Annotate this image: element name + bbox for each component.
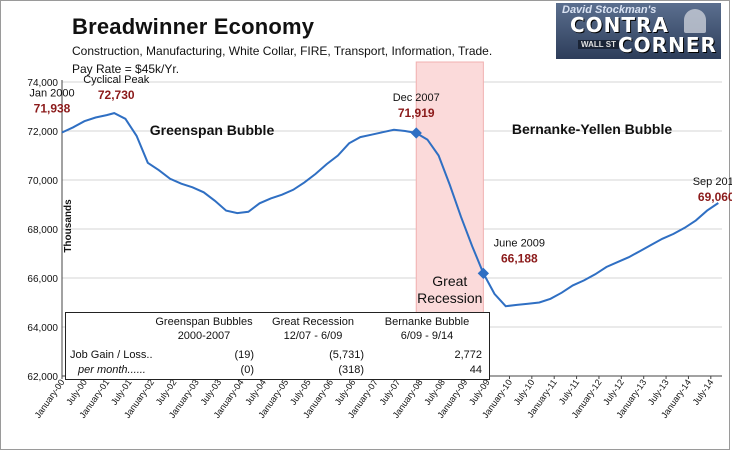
cell-per-month-greenspan: (0) xyxy=(240,364,254,376)
recession-label-line1: Great xyxy=(432,273,467,289)
annotation-label: Sep 2014 xyxy=(693,176,732,188)
pay-rate-note: Pay Rate = $45k/Yr. xyxy=(72,62,180,76)
row-label-job-gain: Job Gain / Loss.. xyxy=(70,349,153,361)
region-label: Greenspan Bubble xyxy=(150,122,275,138)
y-tick-label: 70,000 xyxy=(27,176,58,187)
y-tick-label: 74,000 xyxy=(27,78,58,89)
y-tick-label: 68,000 xyxy=(27,225,58,236)
annotation-value: 71,919 xyxy=(398,106,435,120)
annotation-label: June 2009 xyxy=(494,237,545,249)
x-tick-label: July-14 xyxy=(691,377,716,407)
chart-title: Breadwinner Economy xyxy=(72,14,315,39)
annotation-value: 71,938 xyxy=(34,102,71,116)
header-col-2-line1: Great Recession xyxy=(272,316,354,328)
chart-subtitle: Construction, Manufacturing, White Colla… xyxy=(72,44,493,58)
cell-job-gain-bernanke: 2,772 xyxy=(454,349,482,361)
contra-corner-logo: David Stockman's CONTRA WALL ST CORNER xyxy=(556,3,721,59)
annotation-value: 69,060 xyxy=(698,190,732,204)
y-axis-title: Thousands xyxy=(63,199,74,253)
logo-word-contra: CONTRA xyxy=(570,13,669,37)
cell-per-month-bernanke: 44 xyxy=(469,364,482,376)
capitol-dome-icon xyxy=(684,9,706,33)
annotation-marker xyxy=(410,127,422,139)
y-tick-label: 62,000 xyxy=(27,372,58,383)
wall-street-sign: WALL ST xyxy=(578,40,619,49)
header-col-1-line1: Greenspan Bubbles xyxy=(155,316,253,328)
recession-label-line2: Recession xyxy=(417,290,482,306)
annotation-label: Dec 2007 xyxy=(393,92,440,104)
annotation-marker xyxy=(477,267,490,280)
header-col-3-line1: Bernanke Bubble xyxy=(384,316,470,328)
cell-per-month-recession: (318) xyxy=(338,364,364,376)
annotation-value: 66,188 xyxy=(501,251,538,265)
annotation-label: Cyclical Peak xyxy=(83,74,150,86)
series-line xyxy=(61,112,719,308)
annotation-value: 72,730 xyxy=(98,88,135,102)
header-col-3-line2: 6/09 - 9/14 xyxy=(400,330,454,342)
annotation-label: Jan 2000 xyxy=(29,88,74,100)
cell-job-gain-greenspan: (19) xyxy=(234,349,254,361)
logo-word-corner: CORNER xyxy=(618,33,717,57)
y-tick-label: 66,000 xyxy=(27,274,58,285)
summary-table: Greenspan Bubbles 2000-2007 Great Recess… xyxy=(65,312,490,380)
header-col-1-line2: 2000-2007 xyxy=(177,330,231,342)
row-label-per-month: per month...... xyxy=(78,364,146,376)
header-col-2-line2: 12/07 - 6/09 xyxy=(283,330,343,342)
cell-job-gain-recession: (5,731) xyxy=(329,349,364,361)
x-tick-label: January-00 xyxy=(33,377,67,420)
y-tick-label: 64,000 xyxy=(27,323,58,334)
y-tick-label: 72,000 xyxy=(27,127,58,138)
logo-byline: David Stockman's xyxy=(562,4,657,16)
region-label: Bernanke-Yellen Bubble xyxy=(512,121,672,137)
